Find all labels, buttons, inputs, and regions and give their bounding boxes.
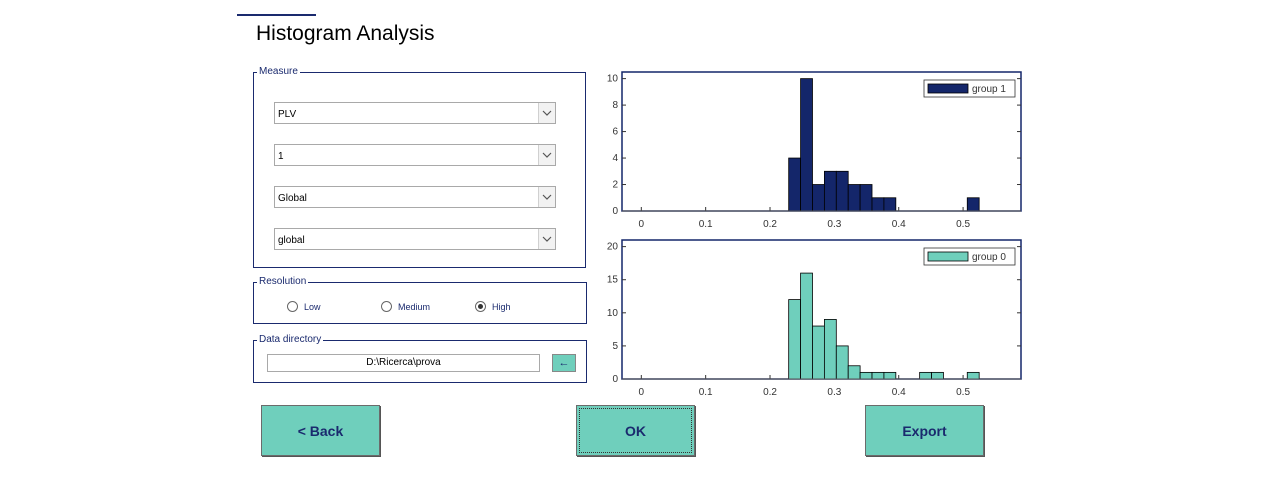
browse-arrow-icon[interactable]: ← (552, 354, 576, 372)
histogram-bar (859, 371, 873, 380)
measure-panel: Measure PLV 1 Global global (253, 67, 586, 268)
resolution-low-radio[interactable]: Low (287, 301, 321, 312)
data-directory-panel: Data directory D:\Ricerca\prova ← (253, 335, 587, 383)
ok-button[interactable]: OK (576, 405, 695, 456)
y-tick-label: 5 (612, 341, 618, 352)
x-tick-label: 0.4 (892, 219, 906, 230)
x-tick-label: 0.3 (827, 387, 841, 396)
data-directory-legend: Data directory (259, 334, 322, 345)
measure-legend: Measure (259, 66, 298, 77)
y-tick-label: 6 (612, 127, 618, 138)
band-select[interactable]: 1 (274, 144, 556, 166)
histogram-bar (871, 197, 885, 212)
histogram-bar (835, 170, 849, 212)
back-button[interactable]: < Back (261, 405, 380, 456)
histogram-bar (966, 371, 980, 380)
measure-select-value: PLV (278, 109, 297, 120)
chevron-down-icon[interactable] (538, 103, 555, 123)
legend-swatch (927, 83, 969, 94)
x-tick-label: 0.1 (699, 219, 713, 230)
x-tick-label: 0.2 (763, 219, 777, 230)
histogram-bar (966, 197, 980, 212)
histogram-bar (788, 299, 801, 380)
histogram-bar (800, 272, 813, 380)
resolution-panel: Resolution Low Medium High (253, 277, 587, 324)
chevron-down-icon[interactable] (538, 187, 555, 207)
resolution-high-label: High (492, 301, 511, 312)
chevron-down-icon[interactable] (538, 229, 555, 249)
scope-select-value: Global (278, 193, 307, 204)
histogram-bar (871, 371, 885, 380)
region-select-value: global (278, 235, 305, 246)
region-select[interactable]: global (274, 228, 556, 250)
export-button[interactable]: Export (865, 405, 984, 456)
scope-select[interactable]: Global (274, 186, 556, 208)
histogram-bar (788, 157, 801, 212)
x-tick-label: 0.5 (956, 387, 970, 396)
radio-circle[interactable] (381, 301, 392, 312)
y-tick-label: 4 (612, 153, 618, 164)
page-title: Histogram Analysis (256, 22, 435, 45)
title-underline (237, 14, 316, 16)
x-tick-label: 0.3 (827, 219, 841, 230)
histogram-bar (931, 371, 944, 380)
histogram-bar (883, 197, 897, 212)
x-tick-label: 0.2 (763, 387, 777, 396)
y-tick-label: 10 (607, 308, 619, 319)
radio-circle[interactable] (287, 301, 298, 312)
histogram-bar (883, 371, 897, 380)
resolution-medium-radio[interactable]: Medium (381, 301, 430, 312)
histogram-bar (847, 365, 861, 380)
y-tick-label: 8 (612, 100, 618, 111)
histogram-bar (812, 184, 825, 212)
x-tick-label: 0 (639, 219, 645, 230)
histogram-bar (800, 78, 813, 212)
measure-select[interactable]: PLV (274, 102, 556, 124)
legend-label: group 0 (972, 252, 1006, 263)
resolution-medium-label: Medium (398, 301, 431, 312)
histogram-bar (919, 371, 932, 380)
resolution-high-radio[interactable]: High (475, 301, 511, 312)
histogram-bar (847, 184, 861, 212)
x-tick-label: 0.4 (892, 387, 906, 396)
y-tick-label: 0 (612, 374, 618, 385)
histogram-bar (812, 325, 825, 380)
x-tick-label: 0.1 (699, 387, 713, 396)
radio-circle-selected[interactable] (475, 301, 486, 312)
y-tick-label: 15 (607, 275, 619, 286)
band-select-value: 1 (278, 151, 284, 162)
x-tick-label: 0.5 (956, 219, 970, 230)
y-tick-label: 10 (607, 74, 619, 85)
resolution-low-label: Low (304, 301, 321, 312)
histogram-bar (823, 170, 837, 212)
legend-swatch (927, 251, 969, 262)
histogram-bar (859, 184, 873, 212)
y-tick-label: 2 (612, 180, 618, 191)
data-directory-input[interactable]: D:\Ricerca\prova (267, 354, 540, 372)
histogram-bar (835, 345, 849, 380)
y-tick-label: 0 (612, 206, 618, 217)
x-tick-label: 0 (639, 387, 645, 396)
y-tick-label: 20 (607, 242, 619, 253)
histogram-bar (823, 319, 837, 380)
histogram-charts: 0 2 4 6 8 10 0 0.1 0.2 0.3 0.4 0.5 group 1 0 5 10 15 20 0 0… (607, 71, 1022, 396)
chevron-down-icon[interactable] (538, 145, 555, 165)
legend-label: group 1 (972, 84, 1006, 95)
resolution-legend: Resolution (259, 276, 307, 287)
